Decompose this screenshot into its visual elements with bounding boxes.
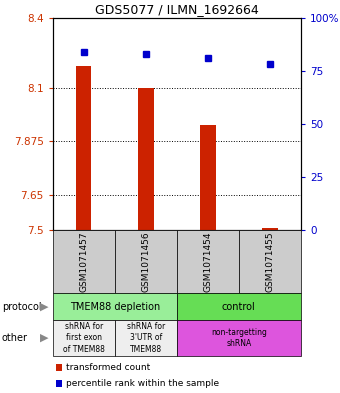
Text: non-targetting
shRNA: non-targetting shRNA (211, 328, 267, 348)
Text: GSM1071455: GSM1071455 (266, 231, 274, 292)
Text: ▶: ▶ (40, 301, 49, 312)
Text: GSM1071456: GSM1071456 (141, 231, 150, 292)
Text: GSM1071457: GSM1071457 (79, 231, 88, 292)
Title: GDS5077 / ILMN_1692664: GDS5077 / ILMN_1692664 (95, 4, 259, 17)
Text: control: control (222, 301, 256, 312)
Text: ▶: ▶ (40, 333, 49, 343)
Text: TMEM88 depletion: TMEM88 depletion (70, 301, 160, 312)
Bar (138, 88, 154, 230)
Bar (200, 125, 216, 230)
Text: shRNA for
3'UTR of
TMEM88: shRNA for 3'UTR of TMEM88 (126, 322, 165, 354)
Bar (76, 66, 91, 230)
Bar (262, 228, 278, 230)
Text: percentile rank within the sample: percentile rank within the sample (66, 379, 219, 388)
Text: transformed count: transformed count (66, 363, 150, 372)
Text: GSM1071454: GSM1071454 (203, 231, 212, 292)
Text: protocol: protocol (2, 301, 41, 312)
Text: other: other (2, 333, 28, 343)
Text: shRNA for
first exon
of TMEM88: shRNA for first exon of TMEM88 (63, 322, 105, 354)
